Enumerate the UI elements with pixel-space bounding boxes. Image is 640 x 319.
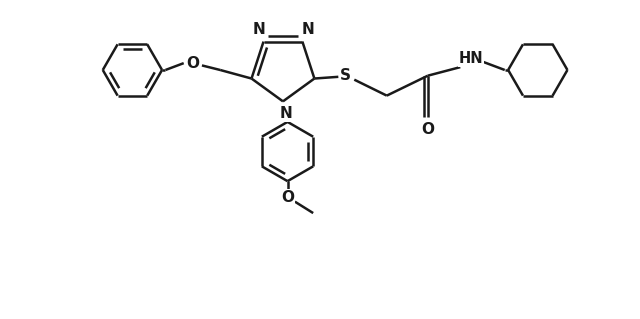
Text: N: N (253, 22, 266, 37)
Text: N: N (301, 22, 314, 37)
Text: O: O (281, 189, 294, 204)
Text: S: S (340, 68, 351, 83)
Text: N: N (280, 107, 292, 122)
Text: O: O (186, 56, 199, 70)
Text: O: O (421, 122, 435, 137)
Text: HN: HN (458, 51, 483, 66)
